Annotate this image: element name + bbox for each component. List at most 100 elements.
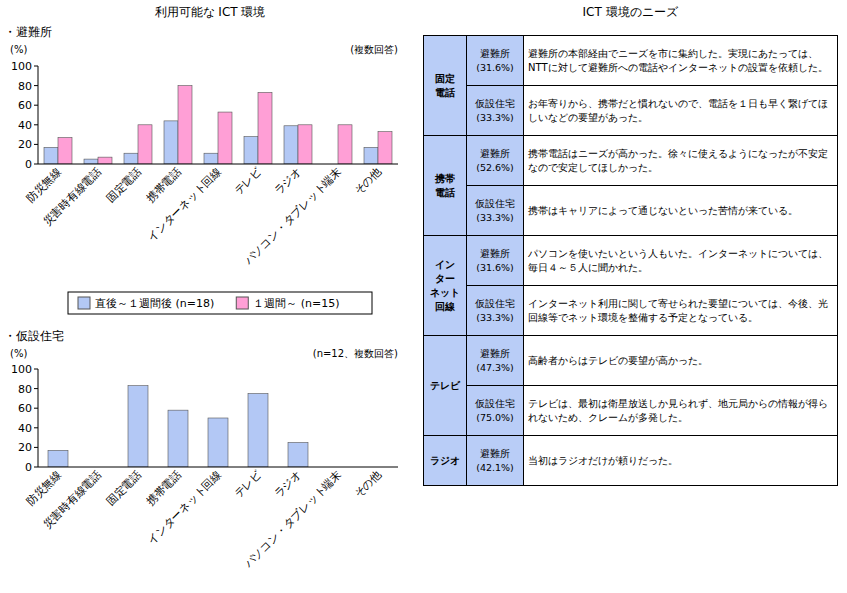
category-label: ラジオ (272, 165, 305, 198)
share: (33.3%) (476, 212, 514, 223)
text-cell: 高齢者からはテレビの要望が高かった。 (524, 336, 838, 386)
axis-label: (%) (10, 348, 27, 359)
heading: 利用可能な ICT 環境 (155, 5, 266, 19)
bar (218, 112, 232, 164)
legend-label: １週間～ (n=15) (253, 297, 339, 310)
category: 電話 (435, 87, 455, 98)
row: 仮設住宅 (33.3%) インターネット利用に関して寄せられた要望については、今後、… (424, 286, 838, 336)
tick (34, 388, 38, 389)
bar (284, 126, 298, 164)
y-axis (38, 66, 39, 164)
place: 仮設住宅 (475, 398, 515, 409)
row: テレビ避難所(47.3%)高齢者からはテレビの要望が高かった。 (424, 336, 838, 386)
chart: ・仮設住宅(%)(n=12、複数回答)020406080100防災無線災害時有線… (4, 329, 398, 571)
row: インターネット回線避難所(31.6%)パソコンを使いたいという人もいた。インター… (424, 236, 838, 286)
bar (84, 159, 98, 164)
tick (34, 144, 38, 145)
text-cell: 当初はラジオだけが頼りだった。 (524, 436, 838, 486)
need-text: インターネット利用に関して寄せられた要望については、今後、光回線等でネット環境を… (528, 298, 828, 323)
text-cell: パソコンを使いたいという人もいた。インターネットについては、毎日４～５人に聞かれ… (524, 236, 838, 286)
need-text: 高齢者からはテレビの要望が高かった。 (528, 355, 708, 366)
need-text: 携帯はキャリアによって通じないといった苦情が来ている。 (528, 205, 798, 216)
category: イン (435, 259, 455, 270)
place-cell: 避難所(42.1%) (467, 436, 524, 486)
bar (244, 137, 258, 164)
text-cell: 避難所の本部経由でニーズを市に集約した。実現にあたっては、NTTに対して避難所へ… (524, 36, 838, 86)
bar (208, 418, 228, 467)
place: 仮設住宅 (475, 298, 515, 309)
category: テレビ (430, 380, 460, 391)
tick (34, 408, 38, 409)
category-label: 携帯電話 (144, 165, 184, 205)
axis-label: (%) (10, 44, 27, 55)
row: 仮設住宅 (33.3%) お年寄りから、携帯だと慣れないので、電話を１日も早く繋げて… (424, 86, 838, 136)
tick (34, 369, 38, 370)
tick-label: 40 (18, 119, 32, 132)
category-label: 防災無線 (24, 165, 64, 205)
note: (n=12、複数回答) (313, 348, 398, 359)
category-label: 災害時有線電話 (40, 165, 104, 229)
place-cell: 避難所 (47.3%) (467, 336, 524, 386)
bar (44, 147, 58, 164)
legend-box (68, 292, 372, 314)
need-text: 当初はラジオだけが頼りだった。 (528, 455, 678, 466)
bars (48, 386, 308, 467)
place-cell: 避難所(52.6%) (467, 136, 524, 186)
bar (164, 121, 178, 164)
row: 携帯電話避難所(52.6%)携帯電話はニーズが高かった。徐々に使えるようになった… (424, 136, 838, 186)
legend: 直後～１週間後 (n=18) １週間～ (n=15) (68, 292, 372, 314)
legend-label: 直後～１週間後 (n=18) (95, 297, 214, 310)
share: (33.3%) (476, 312, 514, 323)
need-text: お年寄りから、携帯だと慣れないので、電話を１日も早く繋げてほしいなどの要望があっ… (528, 98, 828, 123)
place: 避難所 (480, 148, 510, 159)
category-label: パソコン・タブレット端末 (241, 165, 344, 268)
tick (34, 105, 38, 106)
need-text: テレビは、最初は衛星放送しか見られず、地元局からの情報が得られないため、クレーム… (528, 398, 828, 423)
category-cell: 携帯電話 (424, 136, 467, 236)
bar (258, 92, 272, 164)
category: 固定 (435, 73, 455, 84)
share: (47.3%) (476, 362, 514, 373)
share: (42.1%) (476, 462, 514, 473)
category-label: テレビ (232, 467, 265, 500)
chart-title: ・仮設住宅 (4, 329, 64, 343)
need-text: パソコンを使いたいという人もいた。インターネットについては、毎日４～５人に聞かれ… (528, 248, 828, 273)
need-text: 避難所の本部経由でニーズを市に集約した。実現にあたっては、NTTに対して避難所へ… (528, 48, 828, 73)
category-label: 携帯電話 (144, 468, 184, 508)
row: ラジオ避難所(42.1%)当初はラジオだけが頼りだった。 (424, 436, 838, 486)
bar (338, 125, 352, 164)
bar (98, 157, 112, 164)
place: 避難所 (480, 348, 510, 359)
bar (298, 125, 312, 164)
category: 回線 (435, 301, 455, 312)
category-label: 固定電話 (104, 468, 144, 508)
tick-label: 80 (18, 80, 32, 93)
bars (44, 86, 392, 164)
category: ネット (430, 287, 460, 298)
place-cell: 仮設住宅(33.3%) (467, 186, 524, 236)
tick (34, 85, 38, 86)
place: 仮設住宅 (475, 98, 515, 109)
place-cell: 仮設住宅 (33.3%) (467, 86, 524, 136)
tick (34, 124, 38, 125)
category-label: 災害時有線電話 (40, 468, 104, 532)
tick-label: 20 (18, 441, 32, 454)
place: 避難所 (480, 248, 510, 259)
text-cell: お年寄りから、携帯だと慣れないので、電話を１日も早く繋げてほしいなどの要望があっ… (524, 86, 838, 136)
table-holder: 固定電話避難所 (31.6%) 避難所の本部経由でニーズを市に集約した。実現にあたっ… (423, 35, 838, 486)
row: 仮設住宅(75.0%)テレビは、最初は衛星放送しか見られず、地元局からの情報が得… (424, 386, 838, 436)
text-cell: インターネット利用に関して寄せられた要望については、今後、光回線等でネット環境を… (524, 286, 838, 336)
row: 仮設住宅(33.3%) 携帯はキャリアによって通じないといった苦情が来ている。 (424, 186, 838, 236)
share: (33.3%) (476, 112, 514, 123)
text-cell: 携帯電話はニーズが高かった。徐々に使えるようになったが不安定なので安定してほしか… (524, 136, 838, 186)
category-label: インターネット回線 (145, 468, 224, 547)
bar (178, 86, 192, 164)
text-cell: テレビは、最初は衛星放送しか見られず、地元局からの情報が得られないため、クレーム… (524, 386, 838, 436)
category-label: その他 (352, 165, 385, 198)
bar (248, 394, 268, 468)
category-cell: テレビ (424, 336, 467, 436)
share: (31.6%) (476, 262, 514, 273)
category-label: 防災無線 (24, 468, 64, 508)
bar (48, 450, 68, 467)
place-cell: 仮設住宅(75.0%) (467, 386, 524, 436)
